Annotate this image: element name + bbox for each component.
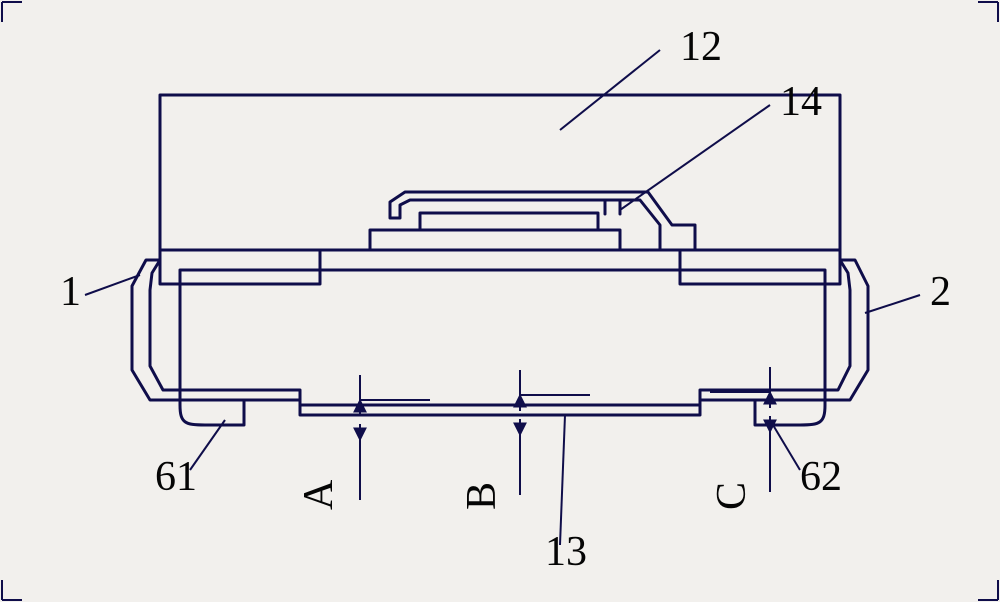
leader-12 [560, 50, 660, 130]
inner-mid [150, 250, 850, 405]
label-14: 14 [780, 79, 822, 125]
outer-shell [132, 95, 868, 425]
dimension-B [520, 370, 590, 495]
leader-14 [620, 105, 770, 210]
label-1: 1 [60, 269, 81, 315]
leader-62 [770, 420, 800, 470]
leader-13 [560, 415, 565, 545]
chip-lead [390, 192, 695, 250]
dim-label-C: C [709, 482, 755, 510]
labels: 12 14 1 2 61 62 13 A B C [60, 24, 951, 575]
outer-shell-bottom [244, 400, 755, 415]
drawing [132, 95, 868, 425]
label-62: 62 [800, 454, 842, 500]
dim-label-A: A [296, 479, 342, 510]
chip-base [370, 230, 620, 250]
diagram-svg: 12 14 1 2 61 62 13 A B C [0, 0, 1000, 602]
label-12: 12 [680, 24, 722, 70]
dimension-A [360, 375, 430, 500]
label-61: 61 [155, 454, 197, 500]
leader-2 [865, 295, 920, 313]
label-2: 2 [930, 269, 951, 315]
chip-cap [420, 213, 598, 230]
dimension-C [710, 367, 770, 492]
label-13: 13 [545, 529, 587, 575]
dim-label-B: B [459, 482, 505, 510]
